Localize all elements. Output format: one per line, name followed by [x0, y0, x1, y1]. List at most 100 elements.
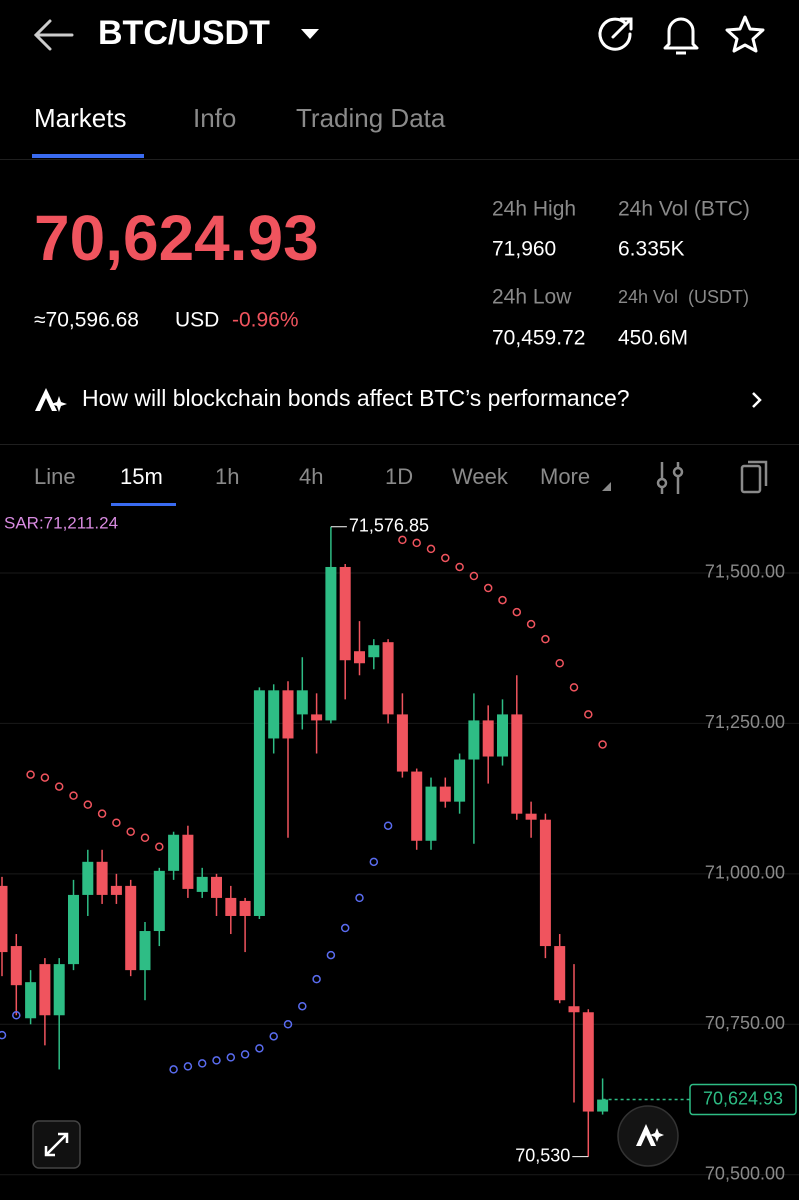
alert-icon[interactable] [663, 17, 699, 55]
candle-body [325, 566, 337, 721]
candle-body [497, 714, 508, 757]
sar-dot [69, 791, 78, 800]
sar-dot [355, 893, 364, 903]
sar-dot [83, 800, 93, 809]
candle-body [39, 964, 51, 1016]
y-tick-label: 71,000.00 [705, 863, 785, 883]
ai-prompt[interactable]: How will blockchain bonds affect BTC’s p… [82, 385, 630, 411]
candle-body [296, 690, 308, 715]
tab-indicator [32, 154, 144, 158]
candle-body [282, 690, 294, 739]
divider [0, 159, 799, 160]
candle-body [239, 900, 251, 916]
share-icon[interactable] [598, 17, 633, 51]
interval[interactable]: Week [452, 464, 509, 489]
sar-dot [40, 773, 50, 782]
back-button[interactable] [33, 19, 74, 51]
candle-body [168, 834, 180, 871]
usd-price: ≈70,596.68 [34, 309, 139, 332]
last-price-label: 70,624.93 [703, 1088, 783, 1108]
stat-label: 24h Vol (BTC) [618, 198, 750, 221]
favorite-icon[interactable] [725, 15, 765, 53]
candle-body [525, 813, 537, 820]
interval[interactable]: 15m [120, 464, 163, 489]
tab[interactable]: Trading Data [296, 103, 446, 133]
stat-value: 6.335K [618, 238, 685, 261]
sar-dot [483, 583, 493, 593]
interval[interactable]: More [540, 464, 590, 489]
sar-dot [312, 974, 321, 984]
assistant-button[interactable] [617, 1105, 679, 1167]
sar-dot [455, 562, 464, 572]
last-price-box [689, 1083, 797, 1116]
pair-title[interactable]: BTC/USDT [98, 14, 270, 52]
chart: 70,500.00 70,750.00 71,000.00 71,250.00 71,5… [0, 513, 799, 1183]
candle-body [311, 714, 323, 721]
sar-dot [226, 1053, 236, 1062]
last-price: 70,624.93 [34, 202, 319, 274]
interval[interactable]: 4h [299, 464, 323, 489]
sar-dot [26, 770, 35, 779]
sar-dot [269, 1032, 278, 1041]
interval[interactable]: 1D [385, 464, 413, 489]
sar-dot [54, 782, 64, 791]
sar-dot [383, 821, 393, 830]
sar-dot [212, 1056, 221, 1065]
sar-dot [340, 923, 350, 933]
stat-label: 24h Low [492, 286, 572, 309]
sar-dot [255, 1044, 264, 1053]
y-tick-label: 71,250.00 [705, 712, 785, 732]
sar-dot [126, 827, 135, 836]
sar-dot [240, 1050, 250, 1059]
sar-dot [555, 658, 564, 668]
sar-dot [412, 538, 421, 548]
sar-dot [326, 950, 336, 960]
candle-body [253, 690, 265, 916]
candle-body [268, 690, 280, 739]
high-label: 71,576.85 [349, 515, 429, 535]
sar-dot [541, 634, 550, 644]
more-icon[interactable] [602, 482, 611, 491]
dropdown-icon[interactable] [301, 29, 319, 39]
sar-dot [441, 553, 450, 563]
candle-body [411, 771, 423, 841]
candle-body [425, 786, 437, 841]
candle-body [554, 946, 566, 1001]
candle-body [568, 1006, 580, 1013]
candle-body [196, 876, 208, 892]
candle-body [454, 759, 466, 802]
candle-body [10, 946, 22, 986]
interval[interactable]: Line [34, 464, 76, 489]
tab[interactable]: Info [193, 103, 236, 133]
sar-dot [498, 595, 507, 605]
y-tick-label: 70,500.00 [705, 1163, 785, 1183]
candle-body [96, 861, 108, 895]
sar-dot [526, 619, 536, 629]
usd-unit: USD [175, 309, 219, 332]
layout-icon[interactable] [740, 460, 768, 494]
candle-body [225, 897, 237, 916]
expand-button[interactable] [32, 1120, 81, 1169]
stat-value: 450.6M [618, 327, 688, 350]
y-tick-label: 70,750.00 [705, 1013, 785, 1033]
chevron[interactable] [752, 392, 762, 408]
stat-label: 24h Vol (USDT) [618, 287, 749, 307]
candle-body [139, 931, 151, 971]
sar-dot [0, 1030, 7, 1040]
candle-body [468, 720, 480, 760]
candle-body [0, 885, 8, 953]
sar-dot [283, 1020, 293, 1029]
indicator-settings-icon[interactable] [656, 462, 684, 494]
sar-dot [469, 571, 479, 581]
sar-dot [426, 544, 436, 554]
candle-body [53, 964, 65, 1016]
tab[interactable]: Markets [34, 103, 126, 133]
candle-body [511, 714, 523, 814]
price-change: -0.96% [232, 309, 299, 332]
sar-dot [369, 857, 379, 867]
interval[interactable]: 1h [215, 464, 239, 489]
sar-dot [398, 535, 407, 545]
candle-body [153, 870, 165, 932]
low-label: 70,530 [515, 1145, 570, 1165]
